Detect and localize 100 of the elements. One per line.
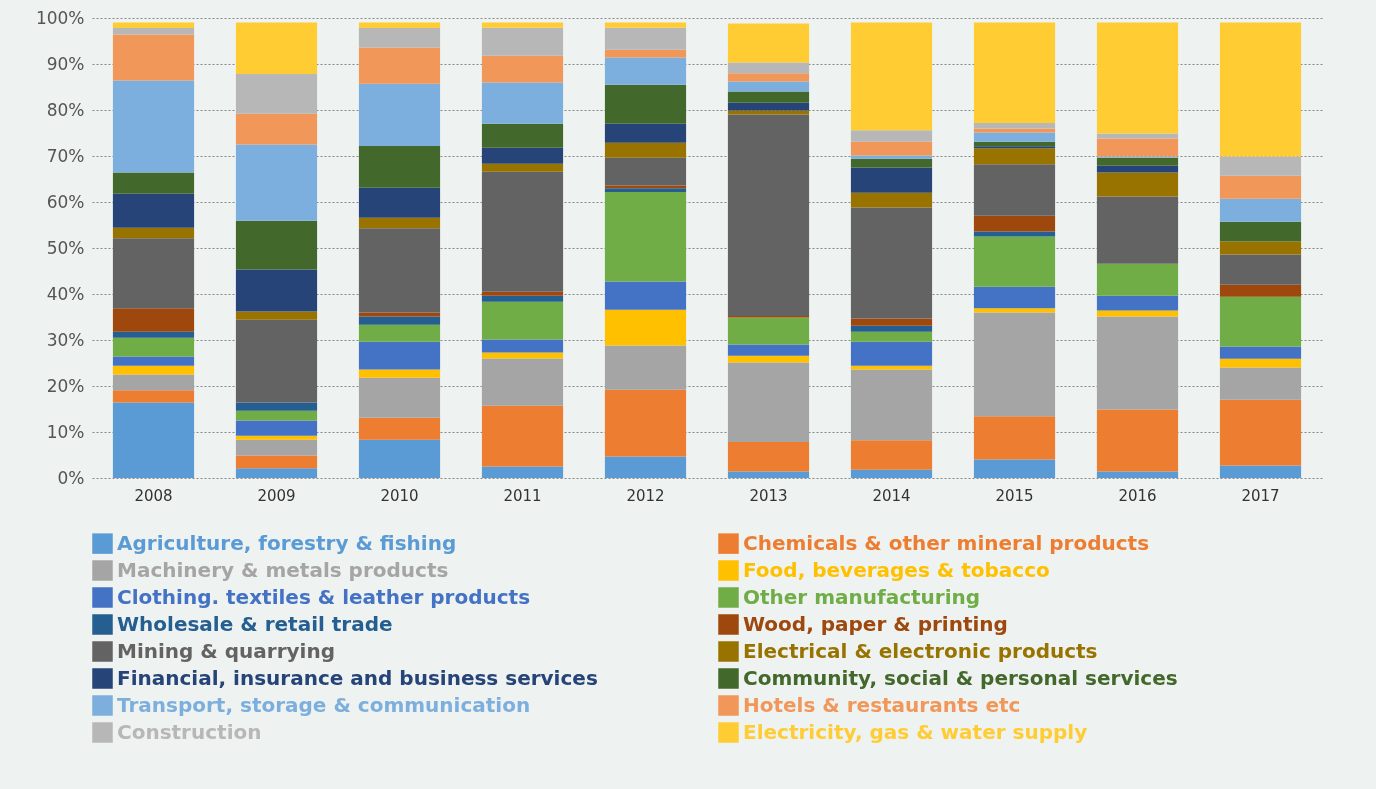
x-tick-label: 2011 (503, 486, 542, 505)
bar (481, 352, 564, 359)
bar (481, 82, 564, 124)
bar (1096, 22, 1179, 134)
bar (604, 309, 687, 346)
bar (727, 110, 810, 115)
x-tick-label: 2008 (134, 486, 173, 505)
bar (973, 132, 1056, 142)
y-tick-label: 80% (46, 99, 85, 120)
bar (1096, 133, 1179, 139)
bar (727, 442, 810, 472)
bar (850, 469, 933, 478)
x-tick-label: 2013 (749, 486, 788, 505)
bar (358, 187, 441, 218)
y-tick-label: 60% (46, 191, 85, 212)
bar (235, 74, 318, 114)
bar (358, 22, 441, 29)
bar (235, 220, 318, 270)
legend-label: Hotels & restaurants etc (743, 692, 1021, 717)
bar (112, 331, 195, 338)
bar (358, 312, 441, 317)
bar (481, 163, 564, 172)
bar (112, 308, 195, 332)
bar (358, 439, 441, 478)
bar (727, 23, 810, 63)
bar (112, 365, 195, 375)
bar (727, 91, 810, 103)
legend-label: Chemicals & other mineral products (743, 530, 1150, 555)
bar (235, 420, 318, 436)
bar (235, 269, 318, 312)
bar (850, 369, 933, 441)
legend-label: Other manufacturing (743, 584, 981, 609)
bar (358, 369, 441, 378)
bar (973, 308, 1056, 313)
bar (481, 405, 564, 467)
y-tick-label: 10% (46, 421, 85, 442)
bar (1219, 284, 1302, 297)
y-tick-label: 30% (46, 329, 85, 350)
bar (1219, 346, 1302, 359)
bar (358, 83, 441, 146)
legend-label: Financial, insurance and business services (117, 665, 598, 690)
bar (973, 215, 1056, 232)
bar (1219, 465, 1302, 478)
bar (727, 114, 810, 317)
bar (973, 231, 1056, 237)
bar (973, 128, 1056, 133)
bar (358, 377, 441, 418)
bar (604, 57, 687, 85)
bar (358, 341, 441, 370)
bar (481, 291, 564, 296)
y-tick-label: 100% (35, 7, 85, 28)
bar (850, 331, 933, 342)
bar (235, 455, 318, 469)
legend-label: Electrical & electronic products (743, 638, 1098, 663)
bar (1219, 198, 1302, 222)
bar (358, 417, 441, 440)
x-tick-label: 2016 (1118, 486, 1157, 505)
bar (235, 22, 318, 75)
bar (1096, 138, 1179, 157)
bar (604, 142, 687, 158)
bar (358, 145, 441, 188)
bar (973, 416, 1056, 460)
bar (112, 80, 195, 173)
y-tick-label: 90% (46, 53, 85, 74)
bar (727, 362, 810, 443)
y-tick-label: 20% (46, 375, 85, 396)
bar (235, 144, 318, 221)
bar (112, 402, 195, 478)
bar (1096, 263, 1179, 296)
bar (112, 238, 195, 309)
bar (112, 227, 195, 239)
bar (850, 325, 933, 332)
legend-label: Wholesale & retail trade (117, 611, 393, 636)
bar (1219, 367, 1302, 400)
bar (850, 22, 933, 131)
bar (727, 62, 810, 74)
bar (481, 27, 564, 56)
bar (1219, 296, 1302, 347)
bar (235, 319, 318, 403)
bar (727, 471, 810, 478)
bar (604, 345, 687, 390)
y-tick-label: 0% (57, 467, 85, 488)
bar (850, 167, 933, 193)
bar (235, 439, 318, 456)
bar (235, 468, 318, 478)
bar (973, 164, 1056, 216)
y-tick-label: 40% (46, 283, 85, 304)
x-tick-label: 2009 (257, 486, 296, 505)
legend-label: Wood, paper & printing (743, 611, 1008, 636)
bar (604, 123, 687, 143)
bar (358, 28, 441, 48)
bar (112, 356, 195, 366)
legend-label: Transport, storage & communication (117, 692, 531, 717)
bar (1219, 254, 1302, 285)
bar (481, 358, 564, 406)
bar (1219, 175, 1302, 199)
bar (1096, 409, 1179, 472)
bar (850, 158, 933, 168)
bar (973, 148, 1056, 165)
bar (973, 459, 1056, 478)
